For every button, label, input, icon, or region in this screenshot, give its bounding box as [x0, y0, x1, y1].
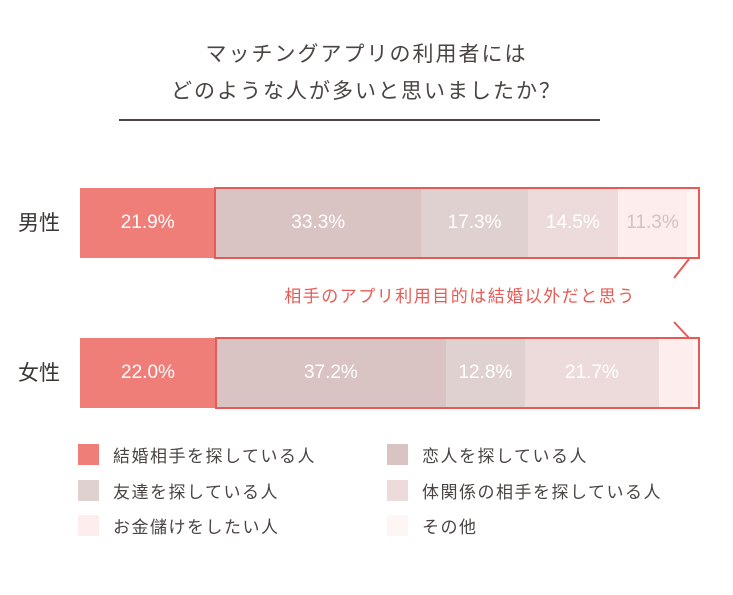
legend-item-marriage: 結婚相手を探している人 [78, 442, 316, 467]
legend-label: その他 [422, 517, 478, 538]
legend-label: 体関係の相手を探している人 [422, 482, 662, 503]
chart-title: マッチングアプリの利用者には どのような人が多いと思いましたか？ [0, 36, 733, 110]
bar-segment-lover: 37.2% [215, 338, 446, 408]
stacked-bar-female: 22.0% 37.2% 12.8% 21.7% [80, 338, 698, 408]
chart-title-line1: マッチングアプリの利用者には [205, 42, 528, 66]
bar-segment-marriage: 22.0% [80, 338, 216, 408]
chart-title-line2: どのような人が多いと思いましたか？ [171, 79, 562, 103]
legend-swatch-lover [387, 443, 408, 465]
row-label-male: 男性 [18, 211, 60, 235]
callout-annotation: 相手のアプリ利用目的は結婚以外だと思う [284, 287, 636, 307]
legend-swatch-money [78, 514, 99, 536]
legend-label: お金儲けをしたい人 [113, 517, 280, 538]
bar-segment-money [659, 338, 694, 408]
bar-segment-friend: 17.3% [421, 188, 529, 258]
bar-segment-marriage: 21.9% [80, 188, 216, 258]
legend-swatch-marriage [78, 443, 99, 465]
row-label-female: 女性 [18, 361, 60, 385]
legend-swatch-other [387, 514, 408, 536]
legend-item-money: お金儲けをしたい人 [78, 513, 280, 538]
bar-segment-lover: 33.3% [215, 188, 422, 258]
bar-segment-other [687, 188, 698, 258]
bar-segment-other [693, 338, 698, 408]
legend-item-other: その他 [387, 513, 478, 538]
legend-item-lover: 恋人を探している人 [387, 442, 588, 467]
legend-label: 恋人を探している人 [422, 446, 588, 467]
stacked-bar-male: 21.9% 33.3% 17.3% 14.5% 11.3% [80, 188, 698, 258]
legend-swatch-body [387, 479, 408, 501]
legend-item-body: 体関係の相手を探している人 [387, 478, 662, 503]
legend-item-friend: 友達を探している人 [78, 478, 279, 503]
title-underline [119, 119, 600, 121]
bar-segment-body: 14.5% [528, 188, 618, 258]
bar-segment-friend: 12.8% [445, 338, 525, 408]
bar-segment-money: 11.3% [617, 188, 688, 258]
legend-label: 結婚相手を探している人 [113, 446, 316, 467]
legend-label: 友達を探している人 [113, 482, 279, 503]
bar-segment-body: 21.7% [524, 338, 660, 408]
legend-swatch-friend [78, 479, 99, 501]
